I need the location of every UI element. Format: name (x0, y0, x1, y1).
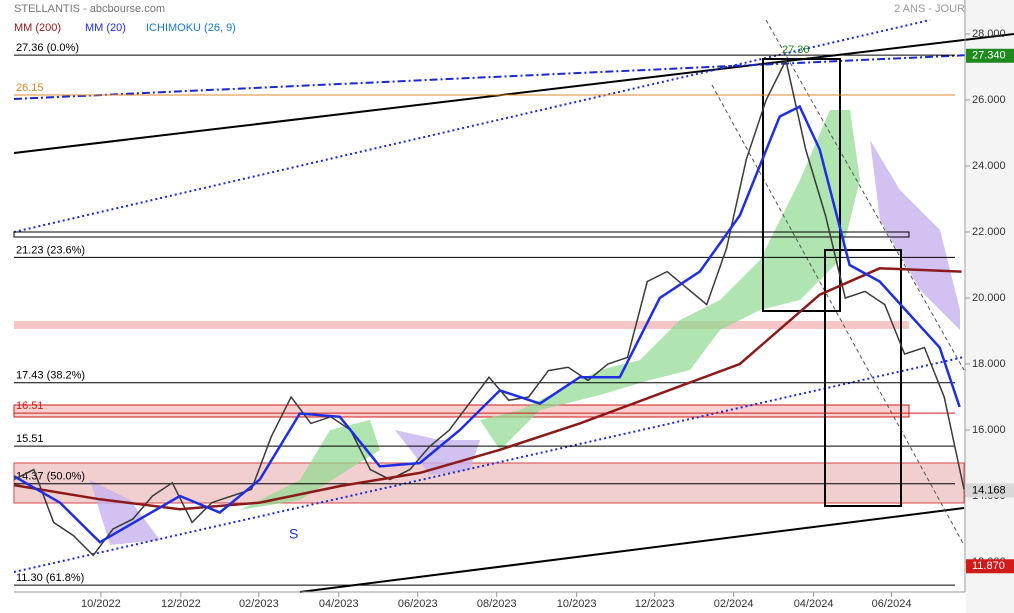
y-tick-label: 28.000 (972, 28, 1006, 40)
x-tick-label: 06/2023 (398, 598, 438, 610)
axis-panel (966, 0, 1014, 613)
zone (13, 231, 910, 238)
x-tick-label: 04/2024 (794, 598, 834, 610)
trendline (13, 356, 965, 573)
y-tick-label: 16.000 (972, 424, 1006, 436)
x-tick-label: 08/2023 (477, 598, 517, 610)
trendline (13, 33, 1014, 154)
series-line (13, 267, 962, 511)
x-tick-label: 04/2023 (319, 598, 359, 610)
level-label: 26.15 (16, 82, 44, 94)
price-tag (966, 559, 1014, 574)
chart-title: STELLANTIS - abcbourse.com (14, 3, 165, 15)
x-tick-label: 10/2023 (557, 598, 597, 610)
level-label: 14.37 (50.0%) (16, 471, 85, 483)
legend-entry[interactable]: MM (20) (85, 22, 126, 34)
level-label: 27.36 (0.0%) (16, 42, 79, 54)
y-tick-label: 20.000 (972, 292, 1006, 304)
price-tag (966, 48, 1014, 63)
zone (13, 462, 965, 504)
x-tick-label: 06/2024 (872, 598, 912, 610)
legend-entry[interactable]: MM (200) (14, 22, 61, 34)
ichimoku-cloud (240, 110, 860, 510)
price-tag-label: 14.168 (972, 484, 1006, 496)
y-tick-label: 26.000 (972, 94, 1006, 106)
annotation: S (289, 526, 298, 542)
zone (14, 321, 909, 329)
level-label: 16.51 (16, 400, 44, 412)
x-tick-label: 12/2023 (635, 598, 675, 610)
series-line (13, 104, 961, 544)
x-tick-label: 02/2024 (714, 598, 754, 610)
level-label: 21.23 (23.6%) (16, 244, 85, 256)
price-tag-label: 11.870 (972, 560, 1005, 572)
y-tick-label: 22.000 (972, 226, 1006, 238)
x-tick-label: 02/2023 (239, 598, 279, 610)
y-tick-label: 24.000 (972, 160, 1006, 172)
x-tick-label: 10/2022 (81, 598, 121, 610)
trendline (711, 84, 965, 546)
trendline (13, 19, 931, 233)
y-tick-label: 18.000 (972, 358, 1006, 370)
x-tick-label: 12/2022 (161, 598, 201, 610)
price-tag-label: 27.340 (972, 50, 1006, 62)
series-line (13, 58, 965, 557)
level-label: 15.51 (16, 433, 44, 445)
chart-subtitle: 2 ANS - JOUR (894, 3, 965, 15)
zone (13, 404, 910, 418)
legend-entry[interactable]: ICHIMOKU (26, 9) (146, 22, 236, 34)
level-label: 11.30 (61.8%) (16, 572, 84, 584)
trendline (13, 52, 1014, 100)
price-tag (966, 483, 1014, 498)
level-label: 17.43 (38.2%) (16, 370, 85, 382)
trendline (299, 507, 965, 593)
box (824, 249, 902, 507)
annotation: 27.36 (782, 44, 810, 56)
